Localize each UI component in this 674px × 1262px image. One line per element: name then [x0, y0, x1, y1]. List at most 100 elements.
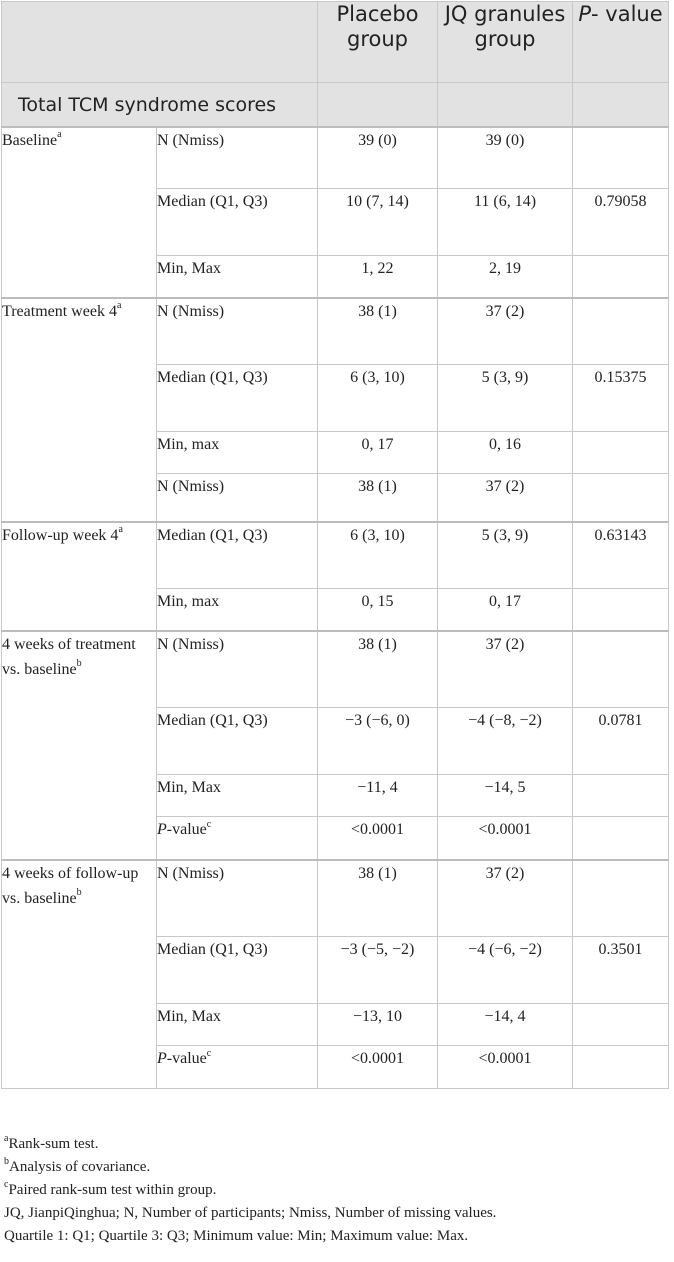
group-label: Baselinea — [1, 125, 157, 298]
footnote: bAnalysis of covariance. — [4, 1156, 496, 1179]
row-label: N (Nmiss) — [156, 296, 318, 365]
results-table: Placebo group JQ granules group P- value… — [1, 1, 669, 1089]
table-row: P-valuec <0.0001 <0.0001 — [2, 1045, 669, 1089]
row-label-text: Median (Q1, Q3) — [157, 369, 268, 386]
jq-value: 11 (6, 14) — [437, 188, 573, 256]
footnote-text: Paired rank-sum test within group. — [8, 1182, 217, 1198]
row-label: Min, Max — [156, 774, 318, 817]
row-label: N (Nmiss) — [156, 629, 318, 708]
row-label: N (Nmiss) — [156, 125, 318, 189]
header-p-rest: - value — [591, 2, 663, 26]
row-label-text: Median (Q1, Q3) — [157, 526, 268, 544]
placebo-value: 0, 15 — [317, 588, 438, 631]
placebo-value: 10 (7, 14) — [317, 188, 438, 256]
placebo-value: −13, 10 — [317, 1003, 438, 1046]
row-label: Median (Q1, Q3) — [156, 364, 318, 432]
group-label-sup: a — [116, 300, 122, 312]
row-label: Median (Q1, Q3) — [156, 936, 318, 1004]
group-label-sup: b — [76, 658, 82, 670]
placebo-value: 39 (0) — [317, 125, 438, 189]
group-label-text: Follow-up week 4 — [2, 526, 119, 544]
placebo-value: 1, 22 — [317, 255, 438, 298]
row-label-text: N (Nmiss) — [157, 864, 225, 882]
jq-value: <0.0001 — [437, 1045, 573, 1089]
table-row: 4 weeks of follow-up vs. baselineb N (Nmi… — [1, 858, 669, 1089]
footnote-text: Quartile 1: Q1; Quartile 3: Q3; Minimum … — [4, 1228, 469, 1244]
p-value — [572, 1045, 669, 1089]
jq-value: −4 (−8, −2) — [437, 707, 573, 775]
p-value — [572, 1003, 669, 1046]
jq-value: 39 (0) — [437, 125, 573, 189]
placebo-value: <0.0001 — [317, 816, 438, 860]
row-label-p: P — [157, 1050, 167, 1067]
placebo-value: 38 (1) — [317, 858, 438, 937]
table-row: Median (Q1, Q3) −3 (−6, 0) −4 (−8, −2) 0.07… — [2, 707, 669, 775]
row-label: Min, Max — [156, 1003, 318, 1046]
p-value: 0.63143 — [572, 520, 669, 589]
group-label-sup: b — [76, 887, 82, 899]
placebo-value: 38 (1) — [317, 296, 438, 365]
row-label: N (Nmiss) — [156, 858, 318, 937]
p-value: 0.0781 — [572, 707, 669, 775]
header-cell-empty — [1, 1, 318, 83]
table-row: Follow-up week 4a Median (Q1, Q3) 6 (3, 10… — [1, 520, 669, 631]
jq-value: 0, 16 — [437, 431, 573, 474]
p-value: 0.79058 — [572, 188, 669, 256]
row-label-text: N (Nmiss) — [157, 302, 225, 320]
row-label-sup: c — [206, 1047, 212, 1059]
row-label: Median (Q1, Q3) — [156, 520, 318, 589]
header-placebo: Placebo group — [317, 1, 438, 83]
row-label-text: Median (Q1, Q3) — [157, 712, 268, 729]
row-label: P-valuec — [156, 1045, 318, 1089]
row-label-p: P — [157, 821, 167, 838]
section-row: Total TCM syndrome scores — [1, 82, 669, 127]
p-value — [572, 473, 669, 522]
jq-value: 37 (2) — [437, 296, 573, 365]
table-row: Treatment week 4a N (Nmiss) 38 (1) 37 (2) — [1, 296, 669, 522]
placebo-value: −3 (−6, 0) — [317, 707, 438, 775]
p-value — [572, 629, 669, 708]
p-value — [572, 774, 669, 817]
table-row: Min, Max −11, 4 −14, 5 — [2, 774, 669, 817]
row-label-text: Min, max — [157, 593, 220, 610]
section-empty-cell — [437, 82, 573, 127]
table-row: N (Nmiss) 38 (1) 37 (2) — [2, 473, 669, 522]
p-value — [572, 816, 669, 860]
header-row: Placebo group JQ granules group P- value — [1, 1, 669, 83]
footnote-sup: a — [4, 1133, 9, 1144]
group-label-text: Baseline — [2, 131, 58, 149]
jq-value: 37 (2) — [437, 629, 573, 708]
row-label-text: Min, max — [157, 436, 220, 453]
p-value — [572, 858, 669, 937]
footnote-text: Rank-sum test. — [8, 1136, 99, 1152]
footnote: Quartile 1: Q1; Quartile 3: Q3; Minimum … — [4, 1225, 496, 1248]
row-label-text: N (Nmiss) — [157, 131, 225, 149]
row-label-text: P-value — [157, 821, 207, 838]
table-row: Min, max 0, 15 0, 17 — [2, 588, 669, 631]
header-jq: JQ granules group — [437, 1, 573, 83]
group-label-text: 4 weeks of follow-up vs. baseline — [2, 864, 139, 907]
footnote-sup: b — [4, 1156, 9, 1167]
row-label-text: P-value — [157, 1050, 207, 1067]
row-label-text: Min, Max — [157, 779, 221, 796]
table-row: Baselinea N (Nmiss) 39 (0) 39 (0) — [1, 125, 669, 298]
p-value — [572, 431, 669, 474]
group-label: 4 weeks of treatment vs. baselineb — [1, 629, 157, 860]
section-title: Total TCM syndrome scores — [1, 82, 318, 127]
jq-value: −14, 4 — [437, 1003, 573, 1046]
table-row: Median (Q1, Q3) 6 (3, 10) 5 (3, 9) 0.15375 — [2, 364, 669, 432]
placebo-value: −11, 4 — [317, 774, 438, 817]
row-label-text: Min, Max — [157, 260, 221, 277]
p-value: 0.3501 — [572, 936, 669, 1004]
jq-value: −14, 5 — [437, 774, 573, 817]
footnote: cPaired rank-sum test within group. — [4, 1179, 496, 1202]
p-value — [572, 125, 669, 189]
group-label-sup: a — [118, 524, 123, 536]
jq-value: 37 (2) — [437, 473, 573, 522]
placebo-value: 38 (1) — [317, 473, 438, 522]
jq-value: 2, 19 — [437, 255, 573, 298]
row-label: Min, Max — [156, 255, 318, 298]
p-value — [572, 588, 669, 631]
placebo-value: 6 (3, 10) — [317, 520, 438, 589]
footnote: JQ, JianpiQinghua; N, Number of particip… — [4, 1202, 496, 1225]
